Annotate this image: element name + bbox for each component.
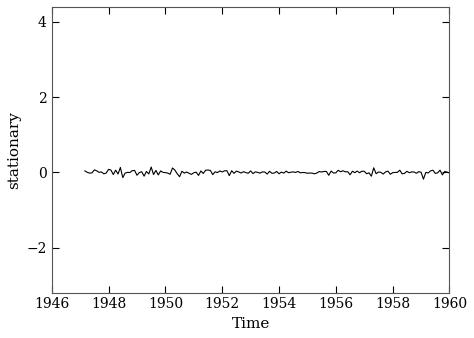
X-axis label: Time: Time <box>231 317 270 331</box>
Y-axis label: stationary: stationary <box>7 111 21 189</box>
